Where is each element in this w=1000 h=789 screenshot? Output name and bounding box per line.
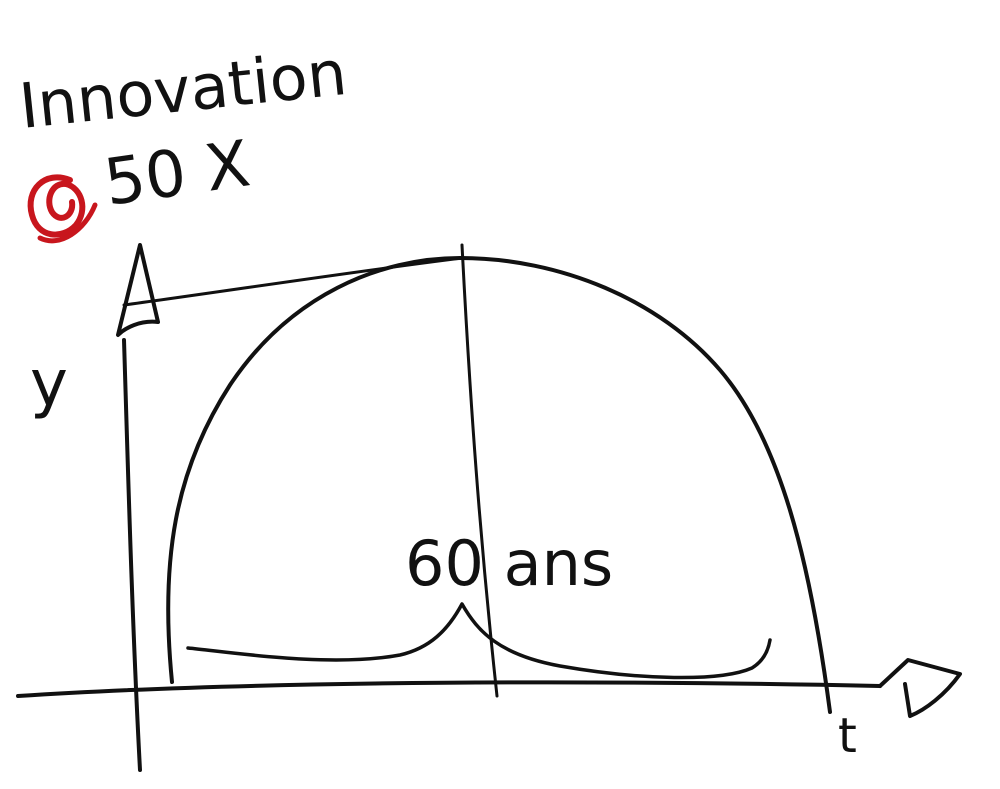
peak-vertical-line <box>460 243 499 698</box>
peak-level-line <box>122 256 464 307</box>
x-axis-label: t <box>838 708 857 764</box>
title-multiplier: 50 X <box>100 127 255 221</box>
duration-brace <box>186 602 772 680</box>
y-axis-arrow-icon <box>116 243 160 337</box>
x-axis <box>16 658 962 718</box>
red-circle-icon <box>27 174 98 244</box>
duration-label: 60 ans <box>405 527 613 600</box>
y-axis-label: y <box>30 347 68 421</box>
lifecycle-curve <box>166 256 832 714</box>
title-innovation: Innovation <box>16 36 350 143</box>
y-axis <box>116 243 160 772</box>
x-axis-arrow-icon <box>878 658 962 718</box>
